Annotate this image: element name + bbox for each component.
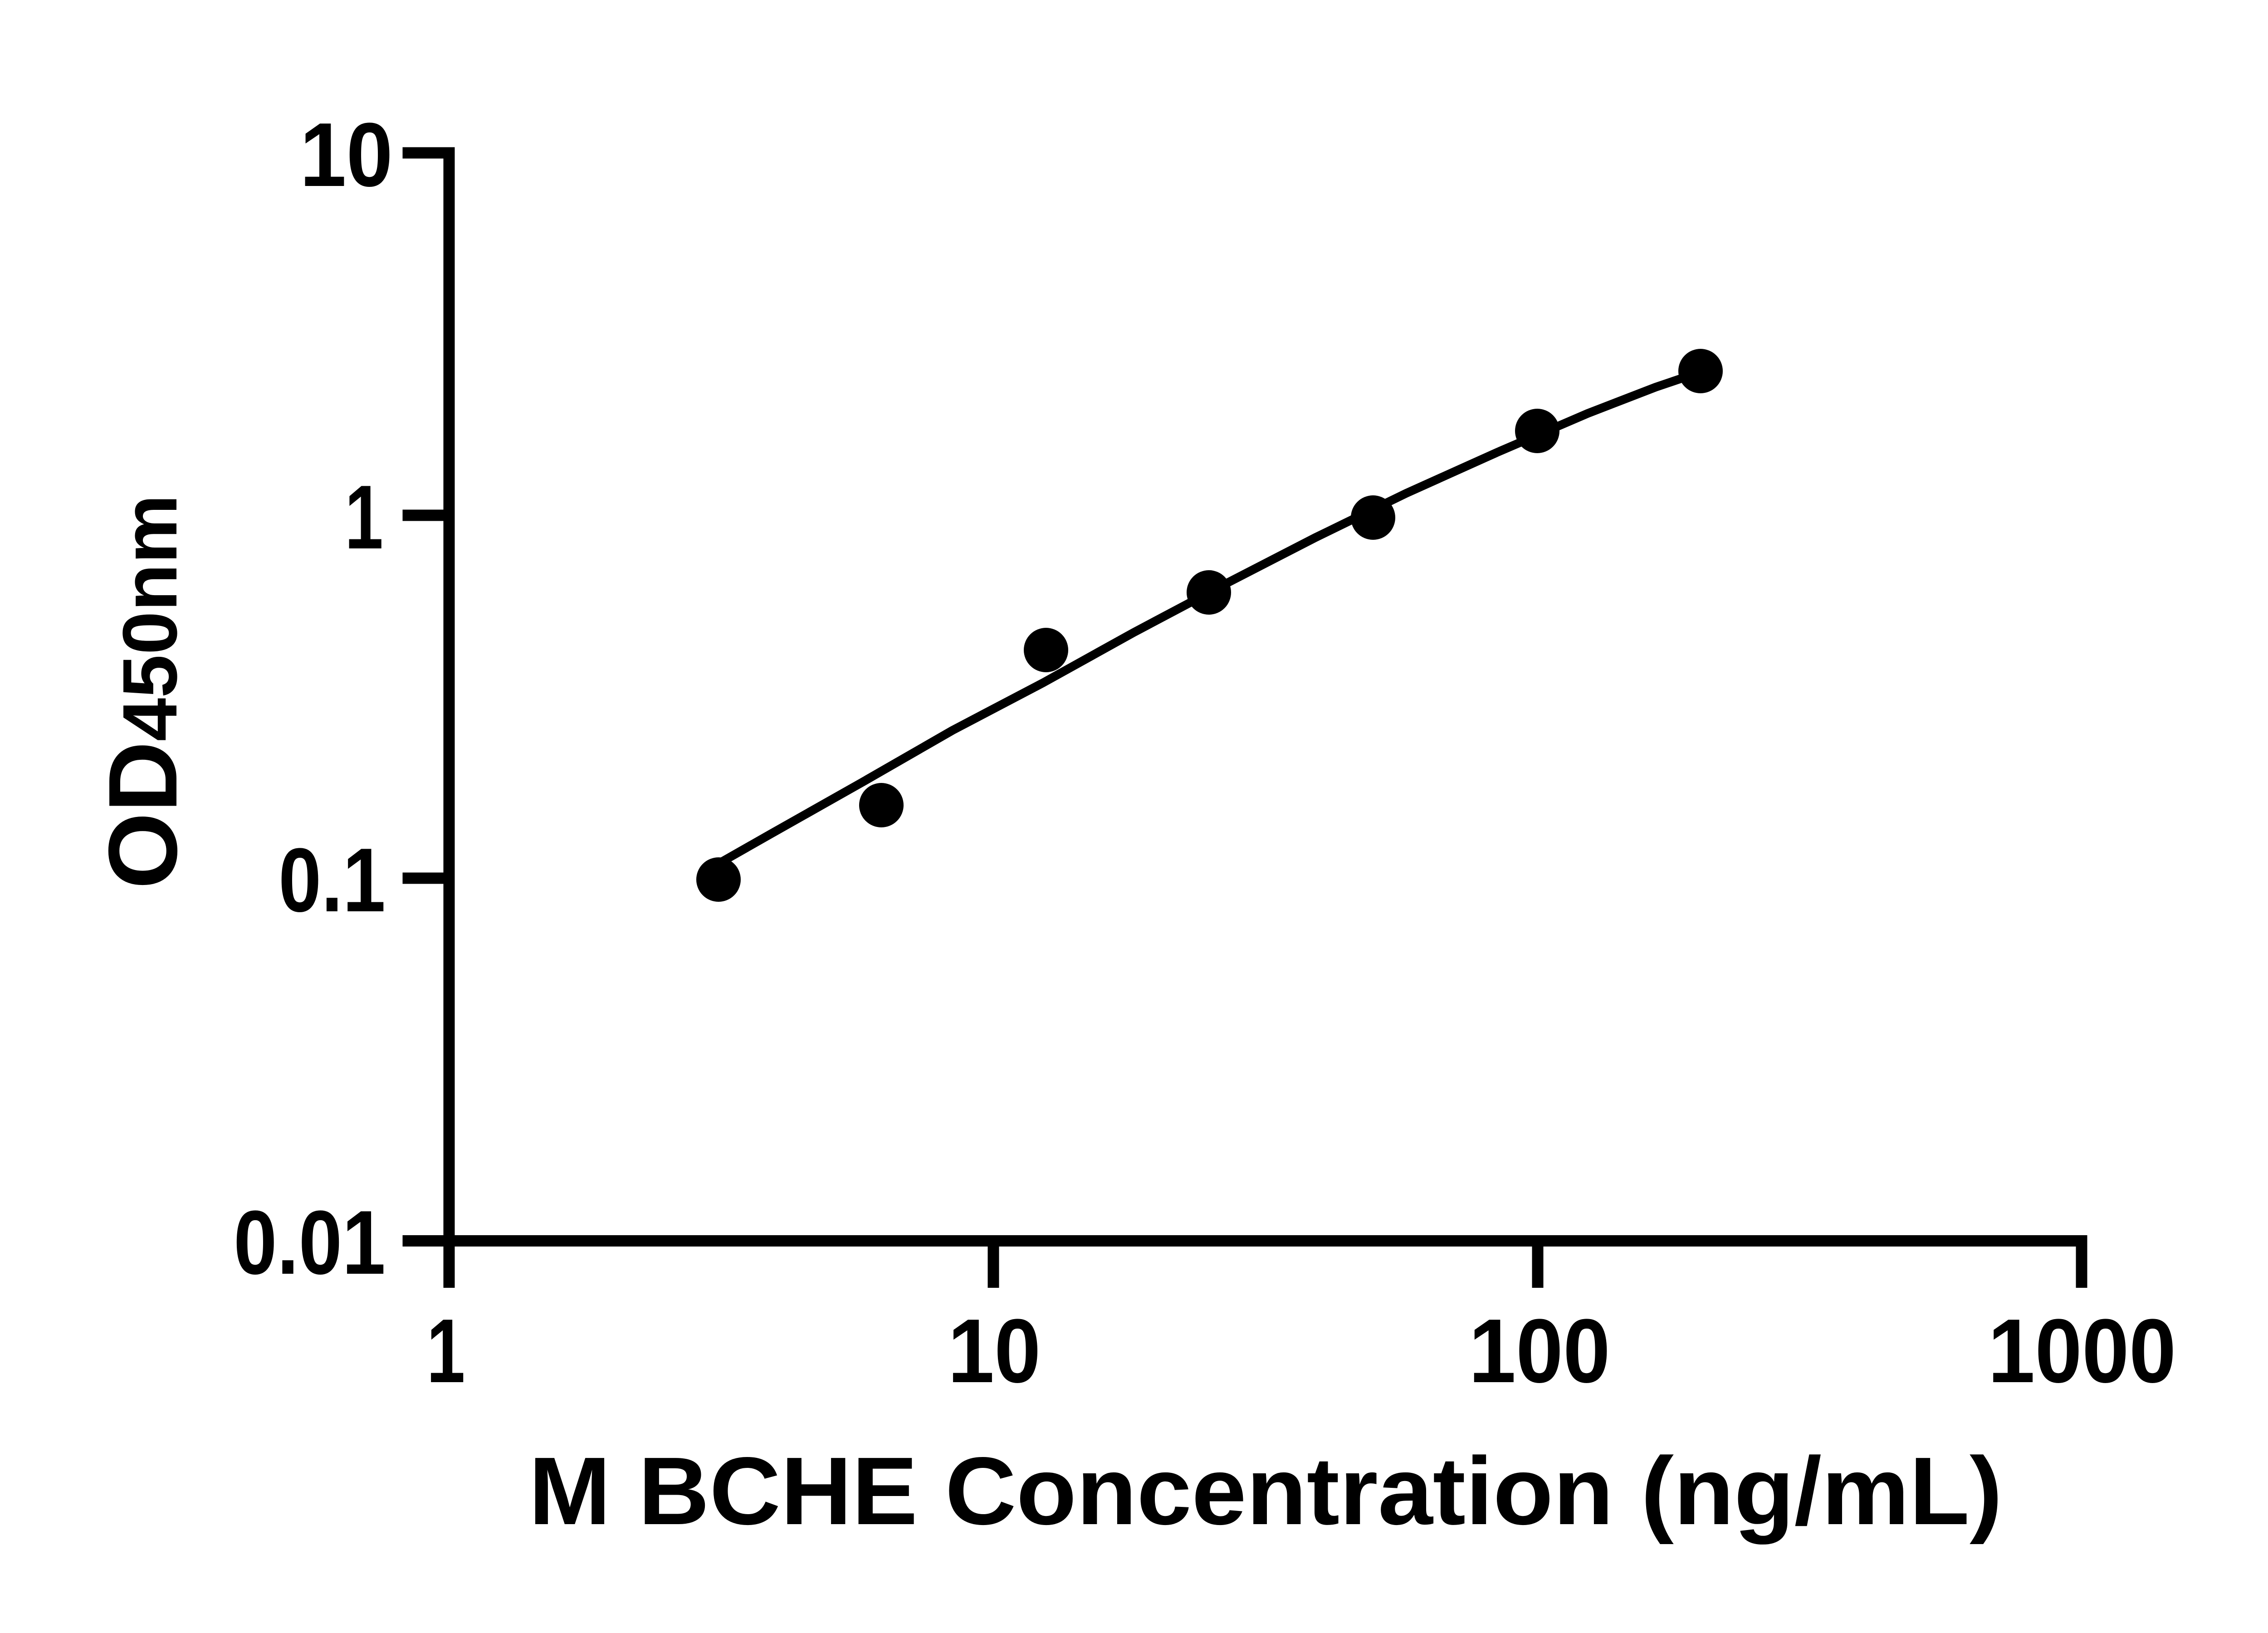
svg-text:1: 1	[427, 1301, 465, 1402]
svg-text:0.01: 0.01	[234, 1192, 386, 1293]
svg-text:1000: 1000	[1988, 1301, 2176, 1402]
svg-text:0.1: 0.1	[279, 830, 386, 931]
svg-text:M BCHE Concentration (ng/mL): M BCHE Concentration (ng/mL)	[529, 1437, 2003, 1545]
svg-text:10: 10	[300, 104, 393, 205]
svg-text:100: 100	[1469, 1301, 1610, 1402]
svg-text:1: 1	[345, 467, 383, 568]
svg-text:10: 10	[948, 1301, 1041, 1402]
